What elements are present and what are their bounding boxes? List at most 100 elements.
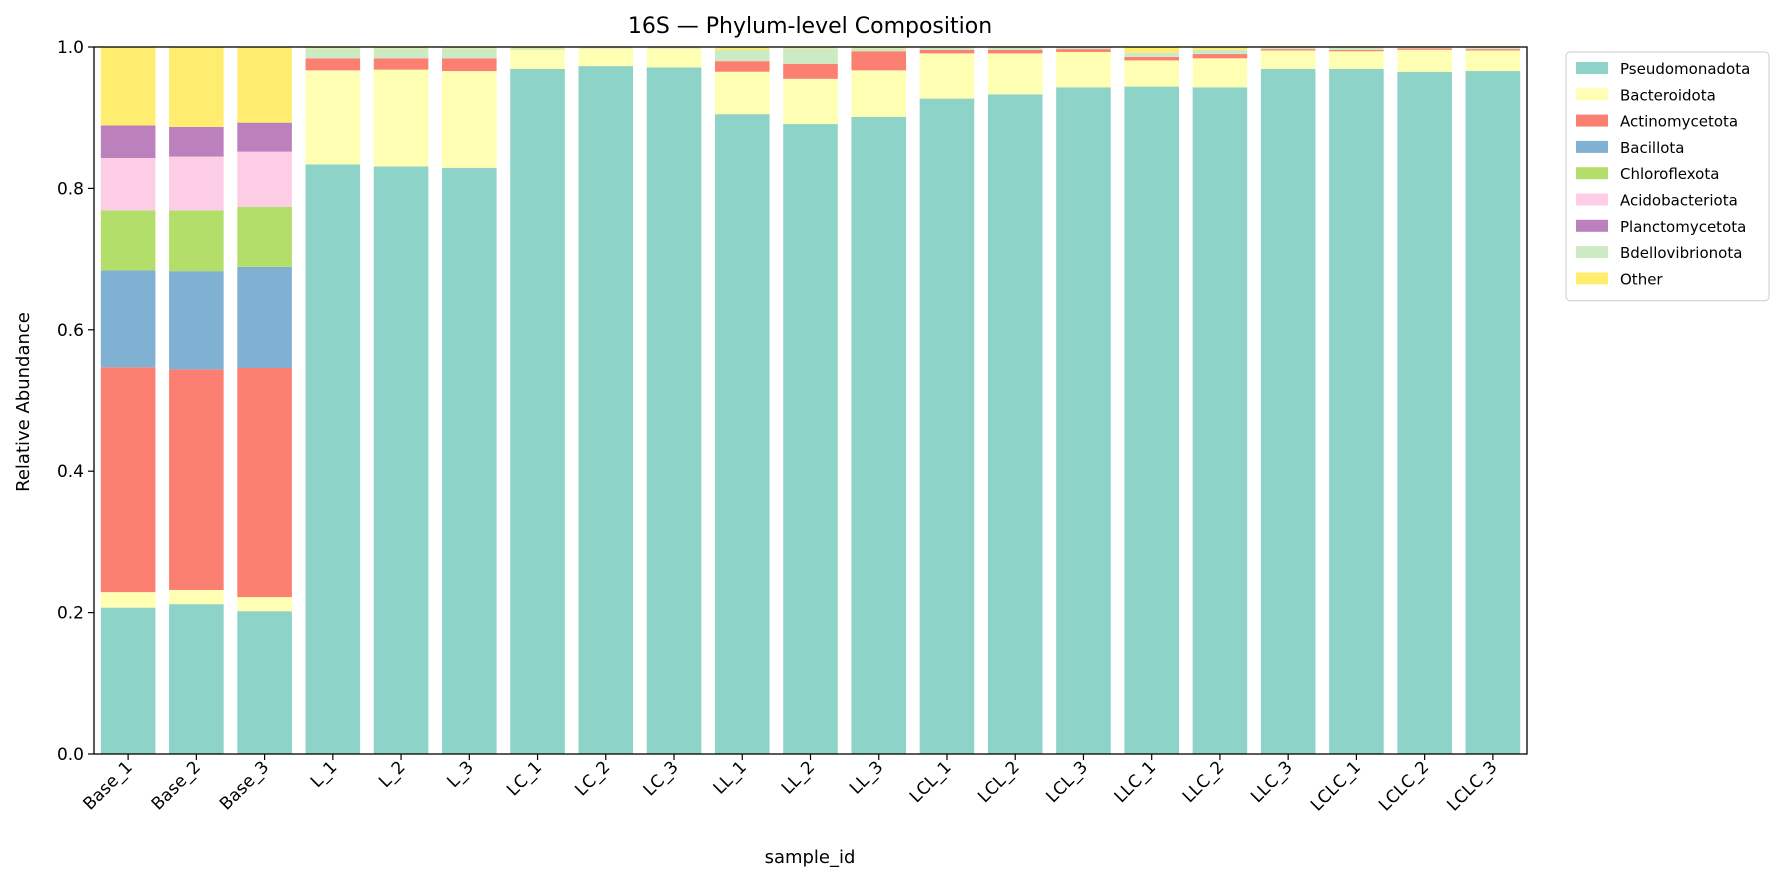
- legend-label-Bacillota: Bacillota: [1620, 139, 1684, 157]
- bar-segment-LL_1-Other: [714, 47, 770, 50]
- bar-segment-LCLC_2-Actinomycetota: [1397, 48, 1452, 50]
- bar-segment-LCL_3-Bacteroidota: [1056, 51, 1111, 88]
- legend: Pseudomonadota Bacteroidota Actinomycetota…: [1565, 51, 1770, 302]
- bar-segment-LLC_1-Bdellovibrionota: [1124, 52, 1179, 57]
- x-tick-label: LC_3: [640, 757, 683, 800]
- bar-segment-Base_1-Acidobacteriota: [100, 158, 156, 211]
- legend-swatch-Pseudomonadota: [1576, 62, 1608, 74]
- bar-segment-Base_3-Acidobacteriota: [237, 151, 292, 207]
- legend-swatch-Other: [1576, 272, 1608, 285]
- bar-segment-L_2-Other: [373, 47, 429, 49]
- bar-segment-LC_1-Bdellovibrionota: [510, 48, 565, 50]
- legend-label-Acidobacteriota: Acidobacteriota: [1620, 192, 1738, 210]
- x-tick-label: Base_1: [80, 757, 137, 814]
- bar-segment-Base_1-Actinomycetota: [100, 367, 156, 593]
- bar-segment-LL_3-Other: [851, 47, 907, 49]
- bar-segment-LCL_3-Pseudomonadota: [1056, 87, 1111, 755]
- x-tick-label: LCLC_2: [1375, 757, 1433, 815]
- bar-segment-Base_3-Bacteroidota: [237, 597, 292, 612]
- y-axis-label: Relative Abundance: [13, 312, 34, 492]
- bar-segment-LC_1-Other: [510, 47, 565, 49]
- x-tick-label: LL_2: [778, 757, 819, 798]
- bar-segment-LL_1-Pseudomonadota: [714, 114, 770, 754]
- legend-swatch-Bacteroidota: [1576, 88, 1608, 101]
- x-axis-label: sample_id: [765, 847, 856, 868]
- bar-segment-LC_2-Bdellovibrionota: [578, 47, 634, 49]
- bar-segment-LLC_1-Bacteroidota: [1124, 60, 1179, 87]
- x-tick-label: LL_1: [710, 757, 751, 798]
- bar-segment-LL_1-Bacteroidota: [714, 71, 770, 115]
- bar-segment-LLC_3-Pseudomonadota: [1260, 68, 1316, 755]
- bar-segment-LCL_2-Pseudomonadota: [987, 94, 1043, 755]
- y-tick-label: 0.6: [57, 321, 84, 341]
- bar-segment-LL_3-Bacteroidota: [851, 70, 907, 117]
- x-tick-label: LCLC_1: [1307, 757, 1365, 815]
- bar-segment-L_3-Bdellovibrionota: [442, 48, 497, 59]
- bar-segment-LC_2-Bacteroidota: [578, 48, 634, 67]
- legend-label-Bacteroidota: Bacteroidota: [1620, 86, 1716, 104]
- bar-segment-LCL_1-Actinomycetota: [919, 49, 975, 54]
- x-tick-label: L_3: [443, 757, 478, 792]
- bar-segment-LL_2-Other: [783, 47, 838, 49]
- bar-segment-LLC_1-Pseudomonadota: [1124, 86, 1179, 755]
- bar-segment-Base_1-Other: [100, 47, 156, 126]
- x-tick-label: LC_2: [571, 757, 614, 800]
- x-tick-label: Base_2: [148, 757, 205, 814]
- bar-segment-LL_2-Bdellovibrionota: [783, 48, 838, 64]
- bar-segment-Base_1-Planctomycetota: [100, 125, 156, 158]
- bar-segment-Base_1-Chloroflexota: [100, 210, 156, 271]
- chart-title: 16S — Phylum-level Composition: [628, 14, 992, 39]
- y-tick-label: 0.0: [57, 745, 84, 765]
- x-tick-label: LLC_2: [1179, 757, 1229, 807]
- bar-segment-Base_2-Bacillota: [169, 271, 224, 370]
- x-tick-label: LCL_1: [906, 757, 956, 807]
- bar-segment-LCLC_1-Pseudomonadota: [1329, 68, 1384, 755]
- bar-segment-LL_3-Bdellovibrionota: [851, 48, 907, 52]
- bar-segment-LLC_2-Bdellovibrionota: [1192, 49, 1248, 55]
- bar-segment-Base_3-Other: [237, 47, 292, 123]
- legend-swatch-Acidobacteriota: [1576, 193, 1608, 206]
- bar-segment-LCLC_3-Bacteroidota: [1465, 50, 1521, 72]
- bar-segment-Base_1-Bacillota: [100, 270, 156, 368]
- bar-segment-Base_1-Pseudomonadota: [100, 607, 156, 754]
- legend-swatch-Chloroflexota: [1576, 167, 1608, 180]
- legend-label-Bdellovibrionota: Bdellovibrionota: [1620, 244, 1742, 262]
- bar-segment-LC_3-Bacteroidota: [646, 48, 702, 68]
- bar-segment-Base_3-Chloroflexota: [237, 206, 292, 267]
- x-tick-label: LCL_3: [1042, 757, 1092, 807]
- y-tick-label: 0.2: [57, 604, 84, 624]
- bar-segment-LC_3-Bdellovibrionota: [646, 47, 702, 49]
- bar-segment-LCLC_3-Bdellovibrionota: [1465, 47, 1521, 50]
- bar-segment-LCLC_3-Actinomycetota: [1465, 49, 1521, 51]
- bar-segment-L_3-Pseudomonadota: [442, 167, 497, 754]
- x-tick-label: LCLC_3: [1443, 757, 1501, 815]
- bar-segment-L_1-Bdellovibrionota: [305, 48, 361, 59]
- y-tick-label: 1.0: [57, 38, 84, 58]
- bar-segment-LLC_1-Other: [1124, 47, 1179, 53]
- bar-segment-LCL_3-Bdellovibrionota: [1056, 47, 1111, 50]
- bar-segment-LC_3-Pseudomonadota: [646, 67, 702, 754]
- bar-segment-L_3-Actinomycetota: [442, 58, 497, 72]
- bar-segment-LC_1-Pseudomonadota: [510, 68, 565, 755]
- x-tick-label: LLC_3: [1247, 757, 1297, 807]
- bar-segment-LCLC_2-Bacteroidota: [1397, 49, 1452, 72]
- bar-segment-L_2-Actinomycetota: [373, 58, 429, 70]
- bar-segment-LCL_1-Bdellovibrionota: [919, 47, 975, 50]
- bar-segment-LL_1-Actinomycetota: [714, 61, 770, 72]
- bar-segment-LCLC_1-Bacteroidota: [1329, 51, 1384, 69]
- bar-segment-LLC_1-Actinomycetota: [1124, 56, 1179, 61]
- x-tick-label: LL_3: [846, 757, 887, 798]
- bar-segment-L_2-Bacteroidota: [373, 69, 429, 167]
- legend-swatch-Planctomycetota: [1576, 219, 1608, 232]
- legend-swatch-Actinomycetota: [1576, 114, 1608, 127]
- bar-segment-L_2-Bdellovibrionota: [373, 48, 429, 59]
- legend-label-Actinomycetota: Actinomycetota: [1620, 113, 1738, 131]
- bar-segment-Base_2-Chloroflexota: [169, 210, 224, 272]
- plot-frame: [93, 46, 1528, 755]
- bar-segment-LL_1-Bdellovibrionota: [714, 49, 770, 62]
- bar-segment-LCLC_2-Pseudomonadota: [1397, 71, 1452, 754]
- legend-box: [1565, 51, 1770, 302]
- bar-segment-L_1-Pseudomonadota: [305, 164, 361, 755]
- bar-segment-Base_3-Planctomycetota: [237, 122, 292, 152]
- bar-segment-LLC_2-Other: [1192, 47, 1248, 50]
